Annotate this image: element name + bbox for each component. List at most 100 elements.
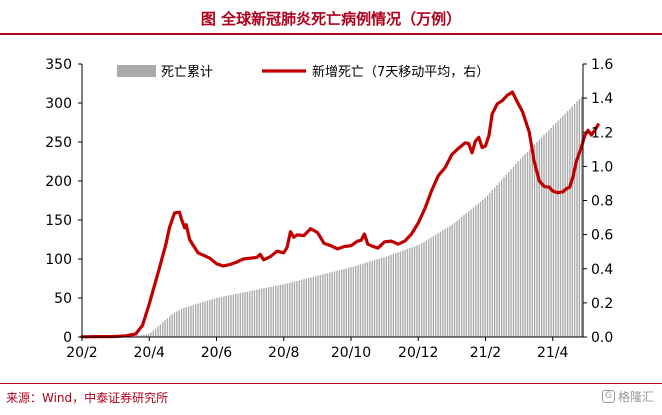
legend-label-daily: 新增死亡（7天移动平均，右） xyxy=(312,64,489,80)
cumulative-bar-138 xyxy=(453,222,456,337)
cumulative-bar-27 xyxy=(192,305,195,337)
cumulative-bar-118 xyxy=(406,248,409,337)
cumulative-bar-32 xyxy=(204,301,206,337)
cumulative-bar-47 xyxy=(239,293,242,337)
cumulative-bar-5 xyxy=(140,335,143,337)
cumulative-bar-61 xyxy=(272,286,275,337)
cumulative-bar-110 xyxy=(387,255,390,337)
cumulative-bar-50 xyxy=(246,291,249,337)
cumulative-bar-33 xyxy=(206,300,209,337)
cumulative-bar-131 xyxy=(437,233,439,337)
cumulative-bar-122 xyxy=(416,245,418,337)
cumulative-bar-10 xyxy=(152,330,155,337)
cumulative-bar-90 xyxy=(340,269,343,337)
x-tick-label-5: 20/12 xyxy=(398,345,438,361)
cumulative-bar-171 xyxy=(531,146,533,337)
cumulative-bar-180 xyxy=(552,125,555,337)
cumulative-bar-16 xyxy=(166,318,169,337)
cumulative-bar-106 xyxy=(378,258,380,337)
right-tick-label-0: 0.0 xyxy=(591,330,613,346)
cumulative-bar-124 xyxy=(420,243,423,337)
x-tick-label-4: 20/10 xyxy=(331,345,371,361)
cumulative-bar-52 xyxy=(251,290,253,337)
cumulative-bar-117 xyxy=(404,249,406,337)
x-tick-label-1: 20/4 xyxy=(134,345,166,361)
cumulative-bar-178 xyxy=(548,130,550,337)
cumulative-bar-75 xyxy=(305,278,307,337)
cumulative-bar-103 xyxy=(371,260,373,337)
cumulative-bar-14 xyxy=(162,322,164,337)
cumulative-bar-129 xyxy=(432,236,435,337)
cumulative-bar-181 xyxy=(555,123,557,337)
source-note: 来源：Wind，中泰证券研究所 xyxy=(6,391,169,405)
cumulative-bar-77 xyxy=(310,277,312,337)
cumulative-bar-37 xyxy=(216,297,218,337)
cumulative-bar-160 xyxy=(505,174,508,337)
left-tick-label-200: 200 xyxy=(45,174,72,190)
cumulative-bar-151 xyxy=(484,197,486,337)
left-tick-label-50: 50 xyxy=(54,291,72,307)
cumulative-bar-121 xyxy=(413,246,416,337)
cumulative-bar-105 xyxy=(376,259,378,337)
cumulative-bar-56 xyxy=(260,288,263,337)
cumulative-bar-79 xyxy=(315,276,317,337)
cumulative-bar-31 xyxy=(202,302,204,337)
cumulative-bar-99 xyxy=(362,263,364,337)
cumulative-bar-174 xyxy=(538,139,541,337)
cumulative-bar-67 xyxy=(286,283,289,337)
x-tick-label-7: 21/4 xyxy=(537,345,569,361)
cumulative-bar-30 xyxy=(199,302,202,337)
cumulative-bar-44 xyxy=(232,294,235,337)
cumulative-bar-36 xyxy=(213,298,216,337)
cumulative-bar-4 xyxy=(138,335,140,337)
cumulative-bar-183 xyxy=(559,118,562,337)
right-tick-label-8: 1.6 xyxy=(591,57,613,73)
cumulative-bar-98 xyxy=(359,264,362,337)
cumulative-bar-140 xyxy=(458,218,460,337)
right-tick-label-6: 1.2 xyxy=(591,125,613,141)
cumulative-bar-139 xyxy=(456,220,458,337)
cumulative-bar-74 xyxy=(303,279,305,337)
cumulative-bar-132 xyxy=(439,231,442,337)
cumulative-bar-190 xyxy=(576,101,578,337)
legend-swatch-cumulative xyxy=(117,65,156,77)
cumulative-bar-57 xyxy=(263,288,265,337)
cumulative-bar-66 xyxy=(284,283,286,337)
cumulative-bar-182 xyxy=(557,120,559,338)
cumulative-bar-22 xyxy=(180,309,183,337)
cumulative-bar-116 xyxy=(402,250,404,337)
cumulative-bar-130 xyxy=(435,234,437,337)
right-tick-label-5: 1.0 xyxy=(591,159,613,175)
cumulative-bar-82 xyxy=(322,274,324,337)
cumulative-bar-49 xyxy=(244,292,246,337)
cumulative-bar-168 xyxy=(524,154,526,337)
cumulative-bar-136 xyxy=(449,226,451,337)
cumulative-bar-164 xyxy=(515,164,517,337)
cumulative-bar-45 xyxy=(234,294,237,337)
cumulative-bar-120 xyxy=(411,247,413,337)
cumulative-bar-153 xyxy=(489,192,491,337)
cumulative-bar-162 xyxy=(510,169,512,337)
cumulative-bar-48 xyxy=(242,292,244,337)
cumulative-bar-59 xyxy=(267,287,270,337)
cumulative-bar-21 xyxy=(178,310,180,337)
cumulative-bar-155 xyxy=(493,187,496,337)
cumulative-bar-165 xyxy=(517,161,519,337)
cumulative-bar-96 xyxy=(355,265,357,337)
cumulative-bar-185 xyxy=(564,113,566,337)
cumulative-bar-189 xyxy=(573,103,576,338)
cumulative-bar-115 xyxy=(399,251,402,337)
cumulative-bar-18 xyxy=(171,314,173,337)
footer-rule xyxy=(0,383,662,384)
cumulative-bar-137 xyxy=(451,224,453,337)
cumulative-bar-92 xyxy=(345,268,348,337)
cumulative-bar-55 xyxy=(258,289,260,337)
cumulative-bar-7 xyxy=(145,334,147,337)
cumulative-bar-78 xyxy=(312,276,315,337)
right-tick-label-4: 0.8 xyxy=(591,194,613,210)
cumulative-bar-53 xyxy=(253,290,256,337)
cumulative-bar-113 xyxy=(395,253,397,337)
left-tick-label-350: 350 xyxy=(45,57,72,73)
cumulative-bar-13 xyxy=(159,324,162,337)
cumulative-bar-20 xyxy=(176,311,178,337)
